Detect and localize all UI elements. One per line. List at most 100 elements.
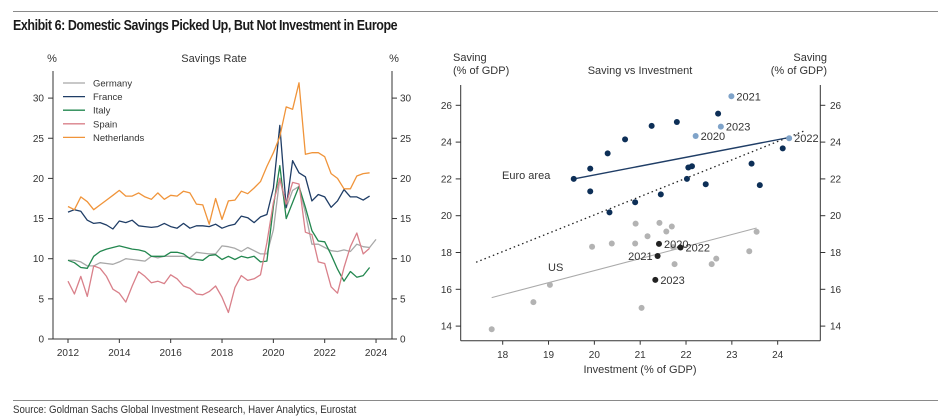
euro-area-point bbox=[748, 160, 755, 167]
euro-area-point bbox=[683, 175, 690, 182]
x-tick-label: 2018 bbox=[211, 348, 234, 359]
legend-label-germany: Germany bbox=[93, 79, 132, 90]
y-tick-label-right: 22 bbox=[830, 174, 842, 185]
x-tick-label: 21 bbox=[635, 350, 647, 361]
y-tick-label-right: 15 bbox=[400, 214, 412, 225]
y-tick-label-right: 5 bbox=[400, 294, 406, 305]
legend-label-italy: Italy bbox=[93, 106, 111, 117]
y-tick-label-left: 25 bbox=[33, 134, 45, 145]
series-line-spain bbox=[67, 177, 371, 314]
us-point bbox=[644, 233, 651, 240]
us-point bbox=[713, 255, 720, 262]
right-axis-label-1: Saving bbox=[793, 52, 827, 64]
euro-area-label: Euro area bbox=[502, 170, 551, 182]
x-axis-label: Investment (% of GDP) bbox=[583, 364, 696, 376]
us-label: US bbox=[548, 262, 563, 274]
right-axis-unit: % bbox=[389, 53, 399, 65]
euro-area-point bbox=[779, 145, 786, 152]
y-tick-label-left: 22 bbox=[441, 174, 453, 185]
x-tick-label: 18 bbox=[497, 350, 509, 361]
us-point bbox=[663, 228, 670, 235]
x-tick-label: 24 bbox=[772, 350, 784, 361]
y-tick-label-right: 24 bbox=[830, 138, 842, 149]
y-tick-label-left: 10 bbox=[33, 254, 45, 265]
euro-area-point bbox=[622, 136, 629, 143]
right-axis-label-2: (% of GDP) bbox=[771, 65, 827, 77]
y-tick-label-right: 0 bbox=[400, 335, 406, 346]
y-tick-label-left: 15 bbox=[33, 214, 45, 225]
exhibit-title: Exhibit 6: Domestic Savings Picked Up, B… bbox=[13, 18, 398, 34]
y-tick-label-right: 18 bbox=[830, 248, 842, 259]
us-point bbox=[671, 261, 678, 268]
euro-area-point bbox=[688, 163, 695, 170]
y-tick-label-left: 14 bbox=[441, 322, 453, 333]
chart-title: Saving vs Investment bbox=[588, 65, 693, 77]
us-point bbox=[638, 304, 645, 311]
y-tick-label-left: 16 bbox=[441, 285, 453, 296]
us-point-2021 bbox=[654, 252, 661, 259]
x-tick-label: 2012 bbox=[57, 348, 80, 359]
legend-label-spain: Spain bbox=[93, 119, 117, 130]
euro-area-point bbox=[587, 188, 594, 195]
y-tick-label-left: 30 bbox=[33, 94, 45, 105]
euro-area-point bbox=[673, 119, 680, 126]
series-line-italy bbox=[67, 164, 371, 282]
y-tick-label-right: 16 bbox=[830, 285, 842, 296]
y-tick-label-left: 26 bbox=[441, 101, 453, 112]
euro-area-point-2022 bbox=[786, 135, 793, 142]
legend-label-netherlands: Netherlands bbox=[93, 133, 144, 144]
us-point bbox=[546, 281, 553, 288]
y-tick-label-left: 24 bbox=[441, 138, 453, 149]
euro-area-point-label-2022: 2022 bbox=[794, 133, 818, 145]
euro-area-point-label-2023: 2023 bbox=[726, 122, 750, 134]
x-tick-label: 23 bbox=[726, 350, 738, 361]
us-point bbox=[656, 219, 663, 226]
series-line-france bbox=[67, 124, 370, 230]
us-point bbox=[608, 240, 615, 247]
euro-area-point bbox=[632, 199, 639, 206]
us-point-label-2021: 2021 bbox=[628, 251, 652, 263]
euro-area-point bbox=[570, 175, 577, 182]
source-note: Source: Goldman Sachs Global Investment … bbox=[13, 404, 357, 416]
left-axis-label-1: Saving bbox=[453, 52, 487, 64]
us-point-2023 bbox=[652, 276, 659, 283]
us-point-label-2022: 2022 bbox=[686, 243, 710, 255]
y-tick-label-right: 25 bbox=[400, 134, 412, 145]
x-tick-label: 22 bbox=[680, 350, 692, 361]
y-tick-label-left: 20 bbox=[441, 211, 453, 222]
euro-area-trend-line bbox=[573, 136, 790, 180]
x-tick-label: 2024 bbox=[365, 348, 388, 359]
us-point bbox=[670, 244, 677, 251]
euro-area-point-2020 bbox=[692, 133, 699, 140]
chart-title: Savings Rate bbox=[181, 53, 246, 65]
us-point-label-2023: 2023 bbox=[660, 275, 684, 287]
y-tick-label-right: 20 bbox=[400, 174, 412, 185]
euro-area-point bbox=[587, 165, 594, 172]
series-line-netherlands bbox=[67, 82, 370, 225]
us-point bbox=[488, 326, 495, 333]
euro-area-point bbox=[715, 110, 722, 117]
euro-area-point bbox=[756, 182, 763, 189]
us-point bbox=[530, 299, 537, 306]
us-point bbox=[668, 223, 675, 230]
y-tick-label-left: 20 bbox=[33, 174, 45, 185]
x-tick-label: 2020 bbox=[262, 348, 285, 359]
left-axis-label-2: (% of GDP) bbox=[453, 65, 509, 77]
euro-area-point-label-2021: 2021 bbox=[736, 91, 760, 103]
us-point bbox=[589, 243, 596, 250]
euro-area-point bbox=[604, 150, 611, 157]
y-tick-label-right: 10 bbox=[400, 254, 412, 265]
euro-area-point bbox=[657, 191, 664, 198]
euro-area-point bbox=[702, 181, 709, 188]
y-tick-label-left: 5 bbox=[38, 294, 44, 305]
x-tick-label: 2016 bbox=[160, 348, 183, 359]
left-axis-unit: % bbox=[47, 53, 57, 65]
us-point bbox=[632, 220, 639, 227]
us-point-2020 bbox=[655, 240, 662, 247]
x-tick-label: 19 bbox=[543, 350, 555, 361]
all-trend-dotted-line bbox=[475, 130, 804, 263]
x-tick-label: 2022 bbox=[314, 348, 337, 359]
legend-label-france: France bbox=[93, 92, 123, 103]
bottom-rule bbox=[13, 400, 938, 401]
